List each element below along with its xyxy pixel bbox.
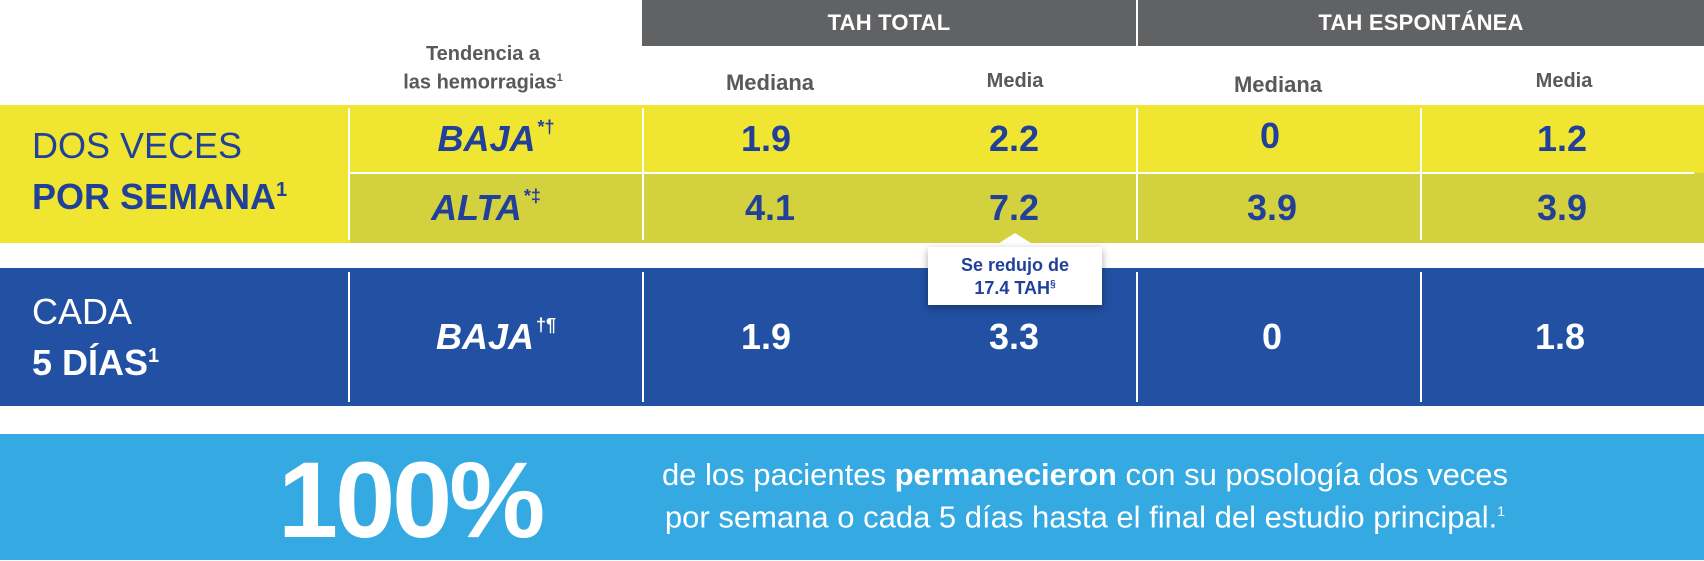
reduction-callout: Se redujo de 17.4 TAH§ xyxy=(928,247,1102,305)
label-cada-5-dias: CADA 5 DÍAS1 xyxy=(32,290,159,385)
band-alta-row xyxy=(350,173,1704,243)
cell-g1-baja-total-mediana: 1.9 xyxy=(740,118,792,159)
callout-line2: 17.4 TAH§ xyxy=(974,277,1056,298)
footer-statement: de los pacientes permanecieron con su po… xyxy=(580,456,1590,535)
footer-band xyxy=(0,434,1704,560)
cell-g2-baja-total-mediana: 1.9 xyxy=(740,316,792,357)
cell-g1-baja-esp-media: 1.2 xyxy=(1536,118,1588,159)
tendencia-baja-g2: BAJA †¶ xyxy=(435,314,557,358)
cell-g1-baja-total-media: 2.2 xyxy=(988,118,1040,159)
cell-g2-baja-total-media: 3.3 xyxy=(988,316,1040,357)
callout-arrow xyxy=(993,233,1037,247)
tendencia-header: Tendencia a las hemorragias1 xyxy=(378,42,588,95)
divider-v3-group1 xyxy=(1136,108,1138,240)
footer-statement-line1: de los pacientes permanecieron con su po… xyxy=(661,457,1509,492)
cell-g2-baja-esp-mediana: 0 xyxy=(1261,316,1283,357)
divider-v3-group2 xyxy=(1136,272,1138,402)
tendencia-header-line1: Tendencia a xyxy=(425,43,541,65)
tendencia-header-line2: las hemorragias1 xyxy=(403,71,563,94)
label-dos-veces-line1: DOS VECES xyxy=(32,125,243,166)
divider-v2-group1 xyxy=(642,108,644,240)
subheader-esp-media: Media xyxy=(1535,70,1593,92)
divider-v1-group2 xyxy=(348,272,350,402)
label-cada-line1: CADA xyxy=(32,291,133,332)
subheader-total-mediana: Mediana xyxy=(725,70,815,95)
cell-g1-alta-total-media: 7.2 xyxy=(988,187,1040,228)
tendencia-baja-g1: BAJA *† xyxy=(437,116,555,160)
band-dos-veces-label xyxy=(0,105,350,243)
band-baja-row xyxy=(350,105,1704,173)
header-tah-total: TAH TOTAL xyxy=(642,0,1136,46)
tendencia-alta-g1: ALTA *‡ xyxy=(431,185,541,229)
label-dos-veces-line2: POR SEMANA1 xyxy=(32,176,288,217)
divider-v2-group2 xyxy=(642,272,644,402)
cell-g2-baja-esp-media: 1.8 xyxy=(1534,316,1586,357)
footer-statement-line2: por semana o cada 5 días hasta el final … xyxy=(664,499,1506,535)
cell-g1-alta-esp-mediana: 3.9 xyxy=(1246,187,1298,228)
divider-baja-alta xyxy=(350,172,1694,174)
callout-line1: Se redujo de xyxy=(960,254,1070,275)
divider-v1-group1 xyxy=(348,108,350,240)
label-dos-veces-por-semana: DOS VECES POR SEMANA1 xyxy=(32,124,287,219)
cell-g1-baja-esp-mediana: 0 xyxy=(1259,115,1281,156)
divider-v4-group2 xyxy=(1420,272,1422,402)
subheader-total-media: Media xyxy=(986,70,1044,92)
footer-percentage: 100% xyxy=(278,439,545,560)
divider-v4-group1 xyxy=(1420,108,1422,240)
subheader-esp-mediana: Mediana xyxy=(1233,72,1323,97)
header-tah-espontanea: TAH ESPONTÁNEA xyxy=(1138,0,1704,46)
cell-g1-alta-esp-media: 3.9 xyxy=(1536,187,1588,228)
label-cada-line2: 5 DÍAS1 xyxy=(32,342,160,383)
cell-g1-alta-total-mediana: 4.1 xyxy=(744,187,796,228)
